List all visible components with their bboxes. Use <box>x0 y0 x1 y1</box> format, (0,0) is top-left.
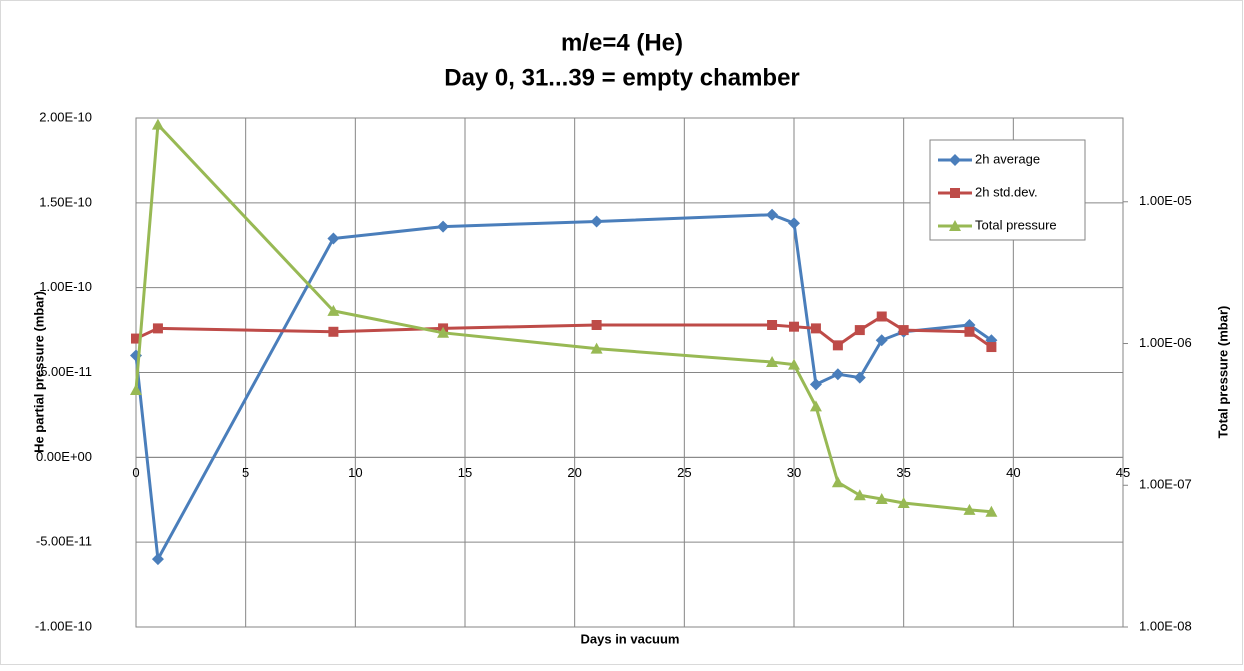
data-point <box>809 400 822 412</box>
data-point <box>897 496 910 508</box>
x-tick-label: 40 <box>1006 465 1020 480</box>
y-tick-label: 1.00E-10 <box>39 279 92 294</box>
data-point <box>767 319 778 330</box>
data-point <box>876 311 887 322</box>
x-tick-label: 45 <box>1116 465 1130 480</box>
legend-label: Total pressure <box>975 217 1057 232</box>
series-line <box>134 123 992 514</box>
data-point <box>328 326 339 337</box>
data-point <box>809 378 822 391</box>
data-point <box>788 358 800 370</box>
data-point <box>152 323 163 334</box>
data-point <box>949 220 961 231</box>
x-tick-label: 35 <box>896 465 910 480</box>
data-point <box>789 321 799 332</box>
data-point <box>590 342 603 354</box>
data-point <box>151 553 164 566</box>
data-point <box>766 208 779 221</box>
x-tick-label: 10 <box>348 465 362 480</box>
data-point <box>875 492 888 504</box>
y-tick-label: 5.00E-11 <box>40 364 92 379</box>
y2-tick-label: 1.00E-05 <box>1139 193 1192 208</box>
y2-tick-label: 1.00E-07 <box>1139 477 1192 492</box>
x-tick-label: 5 <box>242 465 249 480</box>
data-point <box>949 154 961 166</box>
data-point <box>854 325 865 336</box>
data-point <box>985 505 998 517</box>
data-point <box>437 220 450 233</box>
y-tick-label: 0.00E+00 <box>36 449 92 464</box>
y2-tick-label: 1.00E-08 <box>1139 618 1192 633</box>
y2-tick-label: 1.00E-06 <box>1139 335 1192 350</box>
y-tick-label: 2.00E-10 <box>39 109 92 124</box>
y-axis-label: He partial pressure (mbar) <box>31 291 46 453</box>
data-point <box>151 118 164 130</box>
data-point <box>590 215 603 228</box>
data-point <box>766 356 779 368</box>
data-point <box>950 188 960 198</box>
x-tick-label: 30 <box>787 465 801 480</box>
y-tick-label: -1.00E-10 <box>35 618 92 633</box>
legend-label: 2h std.dev. <box>975 184 1038 199</box>
chart-title: m/e=4 (He) <box>561 29 683 56</box>
x-tick-label: 25 <box>677 465 691 480</box>
data-point <box>853 489 866 501</box>
y2-axis-label: Total pressure (mbar) <box>1215 306 1230 439</box>
data-point <box>437 326 450 338</box>
data-point <box>591 319 602 330</box>
data-point <box>810 323 821 334</box>
data-point <box>853 371 866 384</box>
x-tick-label: 0 <box>132 465 139 480</box>
data-point <box>963 503 976 515</box>
legend-label: 2h average <box>975 151 1040 166</box>
x-axis-label: Days in vacuum <box>581 631 680 646</box>
data-point <box>327 304 340 316</box>
data-point <box>964 326 975 337</box>
data-point <box>986 342 997 353</box>
data-point <box>875 334 888 347</box>
data-point <box>327 232 340 245</box>
data-point <box>831 368 844 381</box>
data-point <box>832 340 843 351</box>
y-tick-label: 1.50E-10 <box>39 194 92 209</box>
data-point <box>130 383 142 395</box>
data-point <box>788 217 800 230</box>
data-point <box>831 476 844 488</box>
x-tick-label: 15 <box>458 465 472 480</box>
y-tick-label: -5.00E-11 <box>36 534 92 549</box>
chart-subtitle: Day 0, 31...39 = empty chamber <box>444 64 800 91</box>
data-point <box>131 333 141 344</box>
x-tick-label: 20 <box>567 465 581 480</box>
data-point <box>898 325 909 336</box>
